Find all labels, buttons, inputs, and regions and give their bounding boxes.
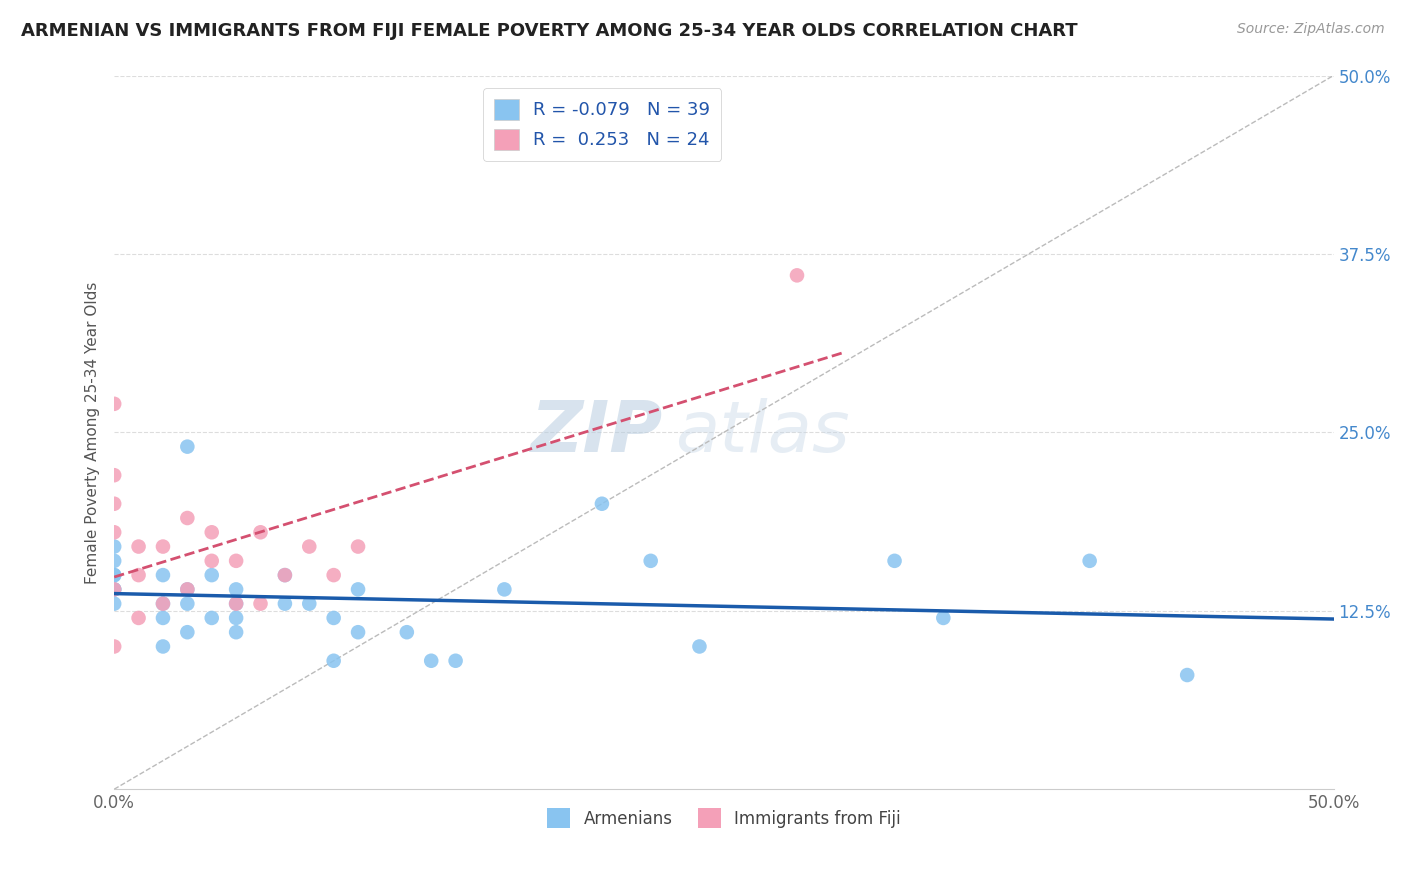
Point bbox=[249, 597, 271, 611]
Point bbox=[128, 611, 150, 625]
Point bbox=[225, 554, 247, 568]
Point bbox=[225, 582, 247, 597]
Point bbox=[420, 654, 443, 668]
Point bbox=[152, 540, 174, 554]
Point bbox=[103, 582, 125, 597]
Point bbox=[322, 654, 344, 668]
Point bbox=[591, 497, 613, 511]
Point bbox=[395, 625, 418, 640]
Point bbox=[347, 625, 370, 640]
Point bbox=[298, 597, 321, 611]
Point bbox=[444, 654, 467, 668]
Y-axis label: Female Poverty Among 25-34 Year Olds: Female Poverty Among 25-34 Year Olds bbox=[86, 281, 100, 583]
Point bbox=[103, 397, 125, 411]
Point bbox=[274, 568, 297, 582]
Point bbox=[932, 611, 955, 625]
Point bbox=[152, 568, 174, 582]
Point bbox=[347, 582, 370, 597]
Point bbox=[103, 568, 125, 582]
Point bbox=[176, 511, 198, 525]
Point bbox=[225, 625, 247, 640]
Point bbox=[176, 440, 198, 454]
Point bbox=[152, 640, 174, 654]
Point bbox=[201, 525, 224, 540]
Point bbox=[274, 568, 297, 582]
Point bbox=[274, 597, 297, 611]
Point bbox=[152, 597, 174, 611]
Point bbox=[103, 582, 125, 597]
Point bbox=[128, 568, 150, 582]
Point bbox=[176, 582, 198, 597]
Point bbox=[103, 582, 125, 597]
Point bbox=[322, 611, 344, 625]
Point bbox=[152, 611, 174, 625]
Point bbox=[786, 268, 808, 283]
Point bbox=[322, 568, 344, 582]
Text: Source: ZipAtlas.com: Source: ZipAtlas.com bbox=[1237, 22, 1385, 37]
Point bbox=[347, 540, 370, 554]
Point bbox=[298, 540, 321, 554]
Point bbox=[1078, 554, 1101, 568]
Point bbox=[640, 554, 662, 568]
Point bbox=[103, 540, 125, 554]
Point bbox=[201, 568, 224, 582]
Point bbox=[103, 568, 125, 582]
Point bbox=[103, 640, 125, 654]
Point bbox=[103, 497, 125, 511]
Text: atlas: atlas bbox=[675, 398, 849, 467]
Point bbox=[103, 468, 125, 483]
Point bbox=[103, 554, 125, 568]
Point bbox=[103, 597, 125, 611]
Point bbox=[883, 554, 905, 568]
Point bbox=[225, 611, 247, 625]
Point bbox=[249, 525, 271, 540]
Point bbox=[201, 611, 224, 625]
Point bbox=[688, 640, 710, 654]
Legend: Armenians, Immigrants from Fiji: Armenians, Immigrants from Fiji bbox=[540, 802, 907, 834]
Point bbox=[176, 597, 198, 611]
Point bbox=[128, 540, 150, 554]
Point bbox=[494, 582, 516, 597]
Point bbox=[176, 625, 198, 640]
Point bbox=[1175, 668, 1198, 682]
Point bbox=[201, 554, 224, 568]
Point bbox=[152, 597, 174, 611]
Point bbox=[176, 582, 198, 597]
Text: ZIP: ZIP bbox=[530, 398, 662, 467]
Point bbox=[225, 597, 247, 611]
Point bbox=[103, 525, 125, 540]
Text: ARMENIAN VS IMMIGRANTS FROM FIJI FEMALE POVERTY AMONG 25-34 YEAR OLDS CORRELATIO: ARMENIAN VS IMMIGRANTS FROM FIJI FEMALE … bbox=[21, 22, 1078, 40]
Point bbox=[225, 597, 247, 611]
